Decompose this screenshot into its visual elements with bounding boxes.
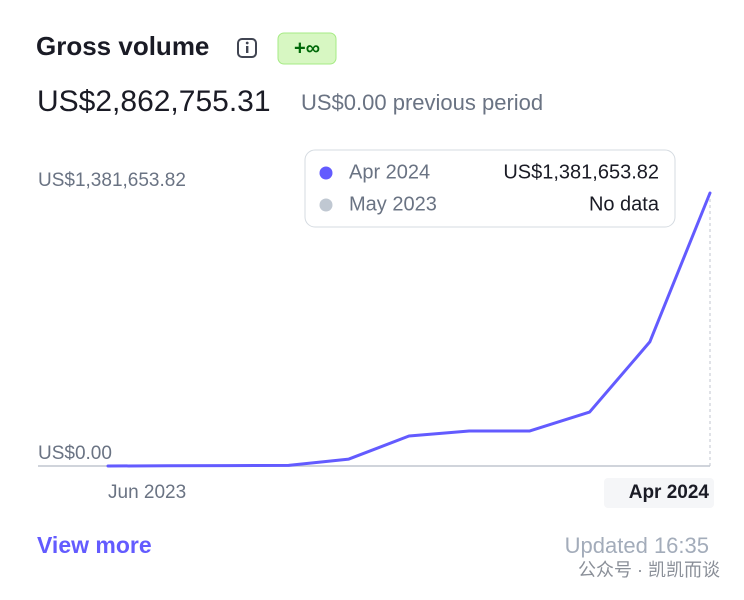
info-icon[interactable]: [237, 38, 257, 58]
badge: [277, 32, 337, 65]
updated-time: Updated 16:35: [565, 533, 709, 558]
x-tick-label: Jun 2023: [108, 482, 186, 503]
tooltip-label: May 2023: [349, 193, 437, 215]
tooltip-value: US$1,381,653.82: [503, 161, 659, 183]
line: [106, 191, 712, 468]
tooltip-value: No data: [589, 193, 660, 215]
y-tick-label: US$1,381,653.82: [38, 170, 186, 191]
badge-text: +∞: [294, 37, 320, 59]
x-label-highlight: [604, 478, 714, 508]
watermark: 公众号 · 凯凯而谈: [578, 560, 720, 580]
legend-dot: [319, 166, 333, 180]
previous-period: US$0.00 previous period: [301, 90, 543, 115]
y-tick-label: US$0.00: [38, 443, 112, 464]
title: Gross volume: [36, 31, 209, 61]
tooltip: Apr 2024 US$1,381,653.82 May 2023 No dat…: [304, 149, 676, 228]
x-tick-label: Apr 2024: [629, 482, 710, 503]
tooltip-label: Apr 2024: [349, 161, 430, 183]
total: US$2,862,755.31: [37, 85, 271, 118]
tooltip-box: [304, 149, 676, 228]
legend-dot: [319, 198, 333, 212]
view-more-link[interactable]: View more: [37, 532, 152, 558]
chart: US$0.00 US$1,381,653.82 Jun 2023 Apr 2024: [38, 170, 714, 508]
